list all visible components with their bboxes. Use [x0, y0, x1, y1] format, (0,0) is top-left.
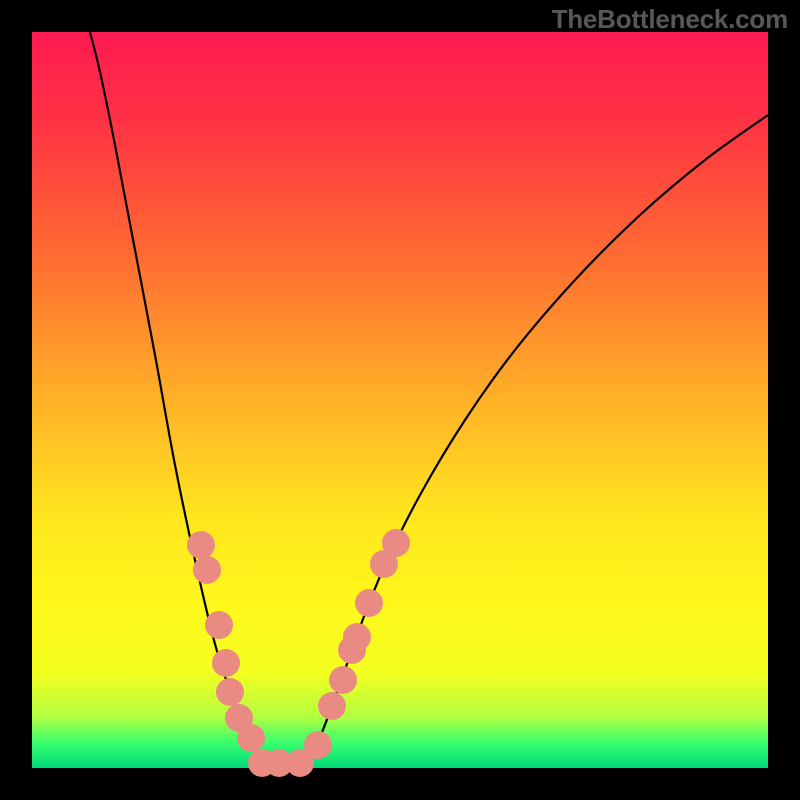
data-marker	[216, 678, 244, 706]
data-marker	[187, 531, 215, 559]
data-marker	[382, 529, 410, 557]
data-marker	[318, 692, 346, 720]
chart-svg	[0, 0, 800, 800]
plot-background	[32, 32, 768, 768]
data-marker	[329, 666, 357, 694]
data-marker	[193, 556, 221, 584]
data-marker	[212, 649, 240, 677]
data-marker	[355, 589, 383, 617]
watermark-text: TheBottleneck.com	[552, 4, 788, 35]
chart-container: TheBottleneck.com	[0, 0, 800, 800]
data-marker	[304, 731, 332, 759]
data-marker	[237, 724, 265, 752]
data-marker	[343, 623, 371, 651]
data-marker	[205, 611, 233, 639]
